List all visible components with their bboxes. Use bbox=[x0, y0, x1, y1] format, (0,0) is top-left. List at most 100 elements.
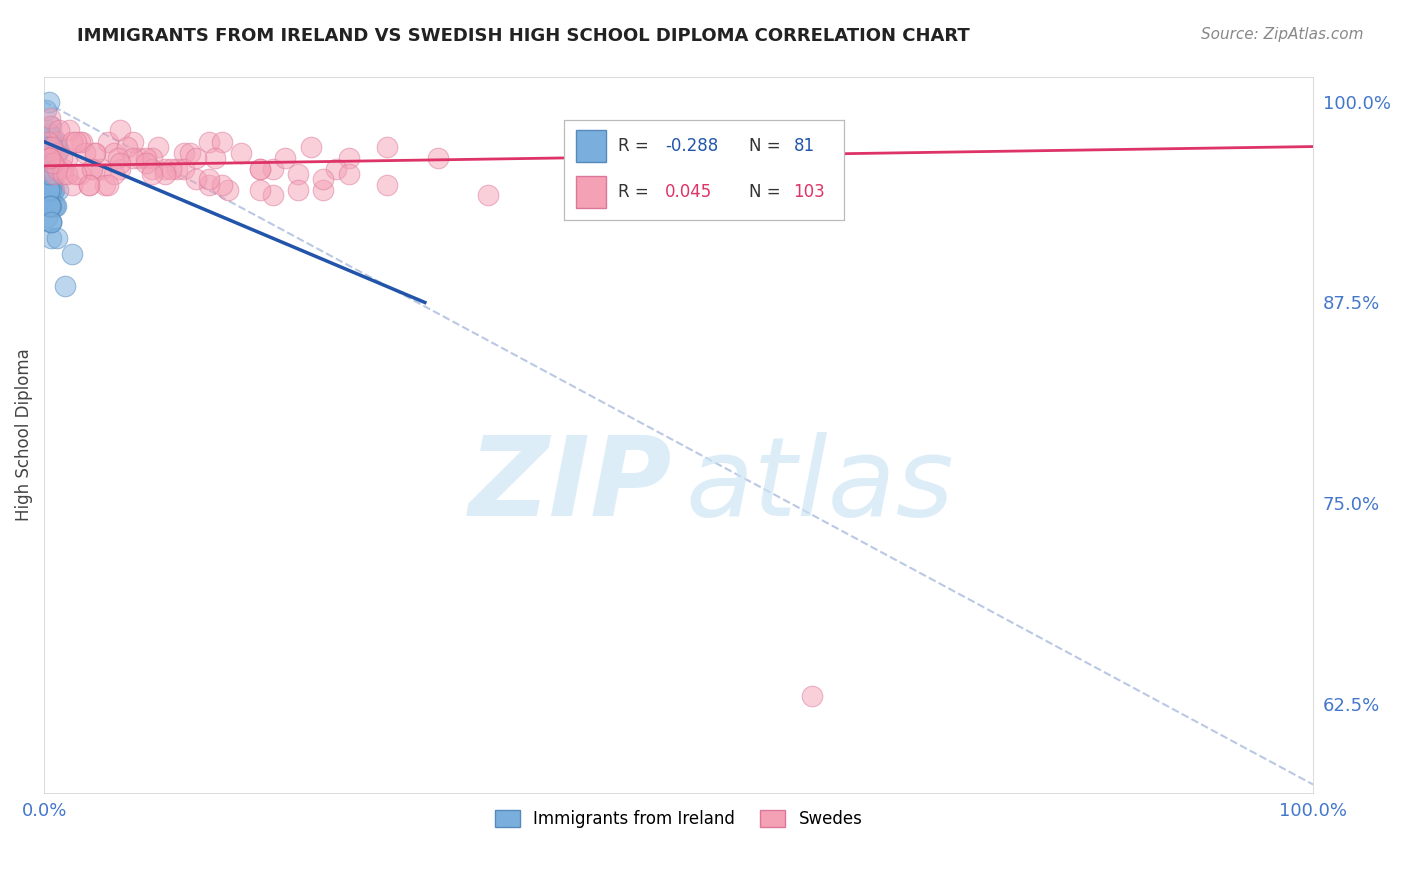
Point bbox=[39, 167, 62, 181]
Point bbox=[39, 129, 62, 144]
Point bbox=[173, 146, 195, 161]
Point bbox=[38, 175, 60, 189]
Point bbox=[110, 162, 132, 177]
Legend: Immigrants from Ireland, Swedes: Immigrants from Ireland, Swedes bbox=[488, 803, 869, 834]
Point bbox=[115, 139, 138, 153]
Point bbox=[39, 183, 62, 197]
Point bbox=[48, 143, 70, 157]
Point bbox=[35, 139, 58, 153]
Point bbox=[38, 139, 60, 153]
Point bbox=[477, 187, 499, 202]
Point bbox=[39, 162, 62, 177]
Point bbox=[38, 151, 60, 165]
Point bbox=[312, 183, 335, 197]
Point bbox=[274, 151, 297, 165]
Point bbox=[35, 167, 58, 181]
Point bbox=[44, 135, 66, 149]
Point bbox=[141, 151, 163, 165]
Point bbox=[37, 167, 59, 181]
Point bbox=[38, 139, 60, 153]
Point bbox=[65, 167, 87, 181]
Point bbox=[217, 183, 239, 197]
Point bbox=[38, 155, 60, 169]
Point bbox=[39, 199, 62, 213]
Point bbox=[39, 199, 62, 213]
Point bbox=[37, 167, 59, 181]
Text: Source: ZipAtlas.com: Source: ZipAtlas.com bbox=[1201, 27, 1364, 42]
Text: atlas: atlas bbox=[685, 432, 953, 539]
Point bbox=[198, 171, 221, 186]
Point bbox=[70, 135, 93, 149]
Point bbox=[38, 183, 60, 197]
Point bbox=[39, 231, 62, 245]
Point bbox=[39, 111, 62, 125]
Text: IMMIGRANTS FROM IRELAND VS SWEDISH HIGH SCHOOL DIPLOMA CORRELATION CHART: IMMIGRANTS FROM IRELAND VS SWEDISH HIGH … bbox=[77, 27, 970, 45]
Point bbox=[229, 146, 252, 161]
Point bbox=[198, 135, 221, 149]
Point bbox=[42, 167, 65, 181]
Point bbox=[60, 135, 83, 149]
Point bbox=[38, 183, 60, 197]
Point bbox=[60, 247, 83, 261]
Point bbox=[103, 146, 125, 161]
Point bbox=[42, 129, 65, 144]
Point bbox=[44, 146, 66, 161]
Point bbox=[42, 199, 65, 213]
Point bbox=[153, 162, 176, 177]
Point bbox=[800, 690, 823, 704]
Point bbox=[179, 146, 201, 161]
Point bbox=[198, 178, 221, 193]
Point bbox=[38, 139, 60, 153]
Point bbox=[45, 162, 67, 177]
Point bbox=[41, 139, 63, 153]
Point bbox=[38, 95, 60, 109]
Point bbox=[56, 151, 79, 165]
Point bbox=[37, 139, 59, 153]
Point bbox=[135, 151, 157, 165]
Point bbox=[122, 135, 145, 149]
Point bbox=[90, 162, 112, 177]
Point bbox=[38, 167, 60, 181]
Point bbox=[94, 178, 117, 193]
Point bbox=[107, 151, 129, 165]
Point bbox=[41, 167, 63, 181]
Point bbox=[37, 151, 59, 165]
Point bbox=[35, 151, 58, 165]
Point bbox=[312, 171, 335, 186]
Point bbox=[44, 167, 66, 181]
Point bbox=[38, 151, 60, 165]
Point bbox=[83, 146, 105, 161]
Point bbox=[97, 135, 120, 149]
Point bbox=[41, 215, 63, 229]
Point bbox=[44, 199, 66, 213]
Point bbox=[39, 139, 62, 153]
Point bbox=[37, 139, 59, 153]
Point bbox=[41, 139, 63, 153]
Point bbox=[82, 162, 104, 177]
Point bbox=[135, 155, 157, 169]
Point bbox=[38, 167, 60, 181]
Point bbox=[37, 139, 59, 153]
Point bbox=[35, 151, 58, 165]
Text: ZIP: ZIP bbox=[468, 432, 672, 539]
Point bbox=[42, 155, 65, 169]
Point bbox=[73, 146, 96, 161]
Point bbox=[38, 151, 60, 165]
Point bbox=[173, 162, 195, 177]
Point bbox=[97, 178, 120, 193]
Point bbox=[38, 183, 60, 197]
Point bbox=[69, 135, 91, 149]
Point bbox=[41, 151, 63, 165]
Point bbox=[82, 162, 104, 177]
Point bbox=[38, 155, 60, 169]
Point bbox=[38, 199, 60, 213]
Point bbox=[287, 183, 309, 197]
Point bbox=[83, 146, 105, 161]
Point bbox=[39, 215, 62, 229]
Point bbox=[37, 167, 59, 181]
Point bbox=[141, 162, 163, 177]
Point bbox=[166, 162, 188, 177]
Point bbox=[46, 231, 69, 245]
Point bbox=[53, 279, 76, 293]
Point bbox=[375, 139, 398, 153]
